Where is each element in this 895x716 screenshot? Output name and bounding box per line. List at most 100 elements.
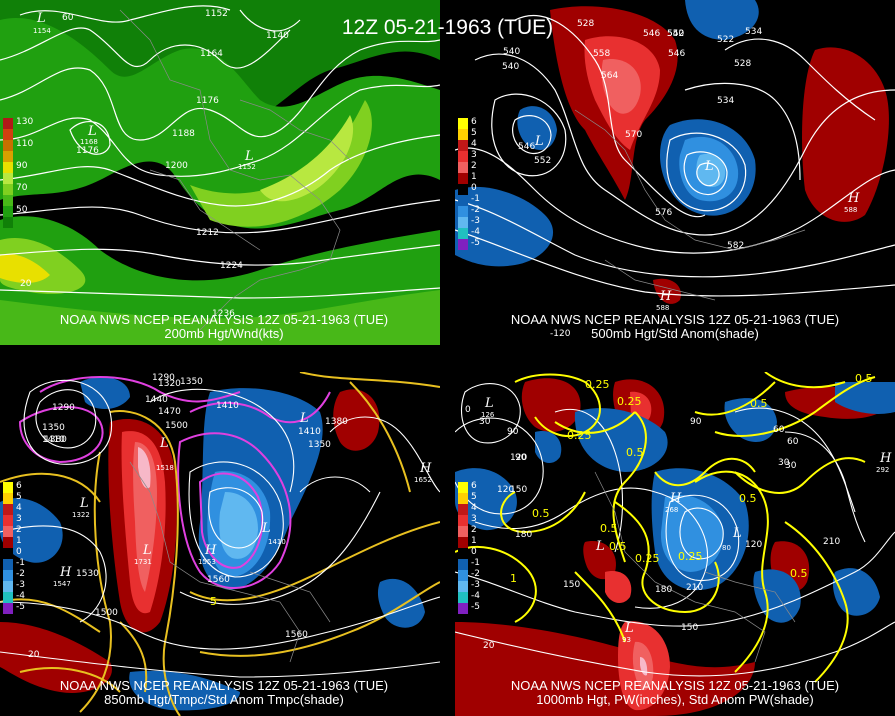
svg-text:1410: 1410 [216,401,239,411]
legend-label: -4 [16,591,25,601]
svg-text:1560: 1560 [207,575,230,585]
svg-text:1176: 1176 [196,96,219,106]
svg-text:1236: 1236 [212,309,235,319]
legend-swatch [3,493,13,504]
svg-text:120: 120 [745,540,762,550]
legend-label: 50 [16,205,28,215]
legend-label: 6 [16,481,22,491]
low-marker: L [624,621,634,636]
legend-label: 3 [471,514,477,524]
svg-text:588: 588 [844,206,857,214]
legend-swatch [3,570,13,581]
low-marker: L [299,411,309,426]
svg-text:1290: 1290 [152,373,175,383]
svg-text:0: 0 [465,405,471,415]
legend-label: 0 [471,547,477,557]
legend-swatch [458,239,468,250]
svg-text:1350: 1350 [180,377,203,387]
legend-label: 1 [16,536,22,546]
legend-swatch [3,118,13,129]
svg-text:93: 93 [622,636,631,644]
svg-text:1410: 1410 [268,538,286,546]
svg-text:268: 268 [665,506,678,514]
svg-text:180: 180 [515,530,532,540]
svg-text:534: 534 [717,96,734,106]
svg-text:528: 528 [734,59,751,69]
panel-500mb-height-anomaly: 528 546 540 522 534 540 552 558 564 528 … [455,0,895,345]
svg-text:546: 546 [518,142,535,152]
svg-text:588: 588 [656,304,669,312]
low-marker: L [484,396,494,411]
legend-label: 2 [471,161,477,171]
legend-swatch [458,515,468,526]
legend-label: 90 [16,161,28,171]
svg-text:150: 150 [681,623,698,633]
svg-text:546: 546 [643,29,660,39]
svg-text:1410: 1410 [298,427,321,437]
legend-swatch [3,526,13,537]
legend-swatch [458,548,468,559]
legend-swatch [458,603,468,614]
legend-label: -1 [16,558,25,568]
panel-200mb-height-wind: 1152 1140 1164 1176 1188 1200 1212 1224 … [0,0,440,345]
high-marker: H [204,543,217,558]
svg-text:1440: 1440 [145,395,168,405]
panel-1000mb-pw-anomaly: 0 30 90 120 150 180 210 150 120 90 60 30… [455,372,895,716]
caption-line-1: NOAA NWS NCEP REANALYSIS 12Z 05-21-1963 … [510,678,840,693]
legend-label: -4 [471,227,480,237]
legend-label: 4 [16,503,22,513]
svg-text:0.5: 0.5 [855,372,873,385]
svg-text:1140: 1140 [266,31,289,41]
legend-label: 130 [16,117,34,127]
legend-swatch [3,515,13,526]
svg-text:1547: 1547 [53,580,71,588]
svg-text:1530: 1530 [76,569,99,579]
legend-label: 3 [471,150,477,160]
svg-text:126: 126 [481,411,495,419]
legend-swatch [458,592,468,603]
caption-line-2: 200mb Hgt/Wnd(kts) [164,326,284,341]
svg-text:1152: 1152 [205,9,228,19]
svg-text:552: 552 [534,156,551,166]
svg-text:90: 90 [690,417,702,427]
svg-text:552: 552 [667,29,684,39]
svg-text:528: 528 [577,19,594,29]
legend-swatch [3,129,13,140]
legend-swatch [3,581,13,592]
legend-swatch [3,184,13,195]
legend-swatch [3,559,13,570]
svg-text:30: 30 [785,461,797,471]
svg-text:292: 292 [876,466,889,474]
legend-swatch [458,129,468,140]
legend-swatch [458,162,468,173]
contour-labels-850mb: 1290 1320 1350 1440 1470 1500 1410 1380 … [28,373,348,660]
svg-text:90: 90 [507,427,519,437]
legend-label: 110 [16,139,34,149]
panel-850mb-height-temp: 1290 1320 1350 1440 1470 1500 1410 1380 … [0,372,440,716]
low-marker: L [534,134,544,149]
legend-swatch [458,140,468,151]
legend-label: 5 [471,492,477,502]
svg-text:180: 180 [655,585,672,595]
svg-text:522: 522 [717,35,734,45]
legend-label: 1 [471,172,477,182]
map-200mb: 1152 1140 1164 1176 1188 1200 1212 1224 … [0,0,440,345]
legend-label: -5 [471,602,480,612]
svg-text:1500: 1500 [95,608,118,618]
svg-text:1: 1 [510,572,517,585]
legend-swatch [458,206,468,217]
svg-text:1212: 1212 [196,228,219,238]
svg-text:0.25: 0.25 [567,429,592,442]
legend-label: 3 [16,514,22,524]
low-marker: L [244,149,254,164]
svg-text:150: 150 [563,580,580,590]
svg-text:20: 20 [20,279,32,289]
legend-swatch [3,504,13,515]
svg-text:60: 60 [787,437,799,447]
svg-text:1518: 1518 [156,464,174,472]
svg-text:1731: 1731 [134,558,152,566]
svg-text:534: 534 [745,27,762,37]
legend-label: -3 [471,580,480,590]
svg-text:0.5: 0.5 [600,522,618,535]
legend-label: -5 [471,238,480,248]
